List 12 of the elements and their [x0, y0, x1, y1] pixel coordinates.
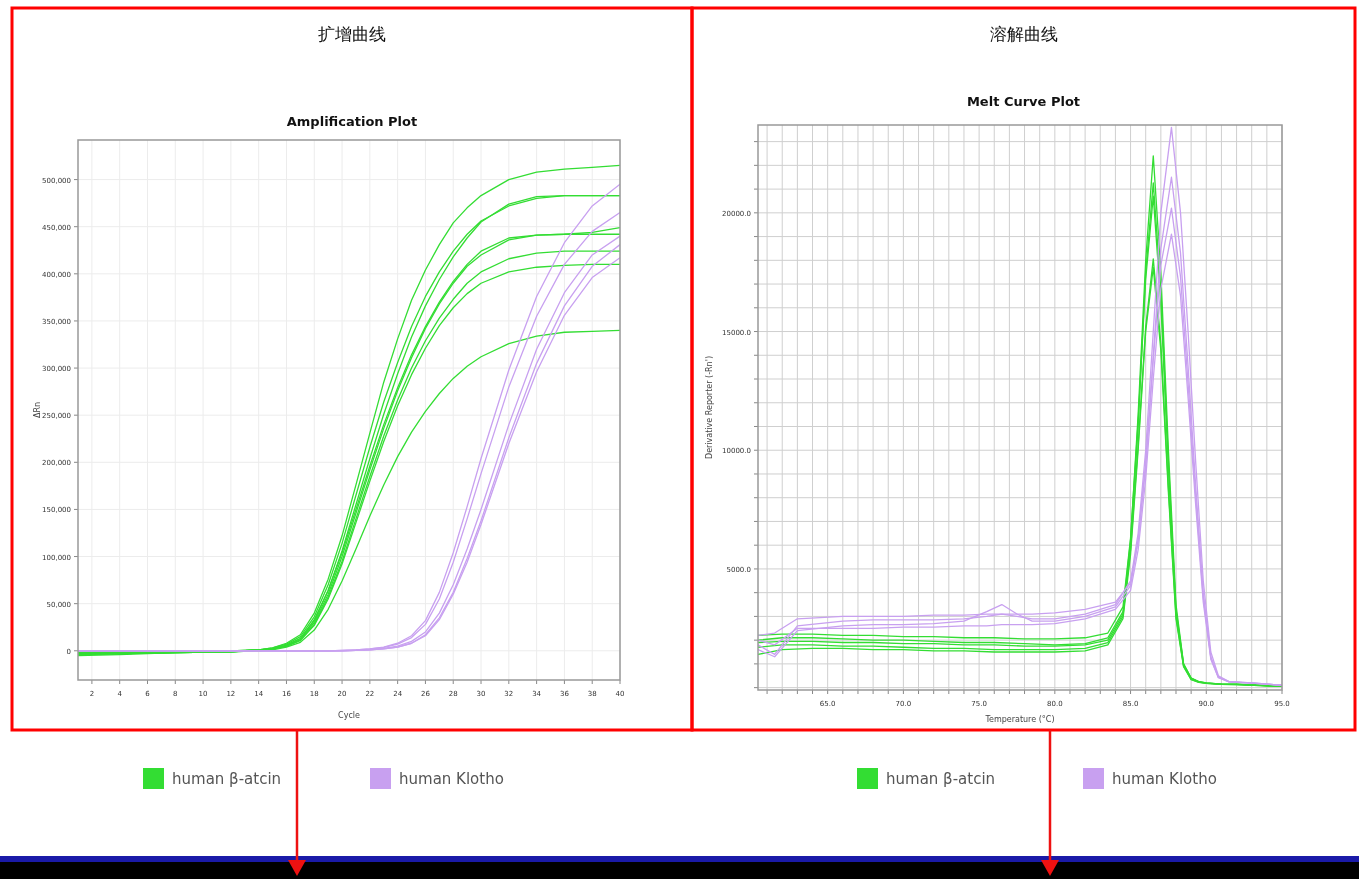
chart-subtitle: Melt Curve Plot [966, 94, 1081, 109]
legend-label: human β-atcin [172, 770, 282, 788]
x-axis-title: Temperature (°C) [984, 715, 1055, 724]
legend-label: human β-atcin [886, 770, 996, 788]
legend-label: human Klotho [399, 770, 504, 788]
chart-subtitle: Amplification Plot [286, 114, 418, 129]
legend-label: human Klotho [1112, 770, 1217, 788]
x-axis-title: Cycle [338, 711, 360, 720]
y-axis-title: ΔRn [33, 401, 42, 419]
chart-title: 溶解曲线 [989, 24, 1058, 44]
y-axis-title: Derivative Reporter (-Rn') [705, 355, 714, 460]
chart-title: 扩增曲线 [318, 24, 386, 44]
